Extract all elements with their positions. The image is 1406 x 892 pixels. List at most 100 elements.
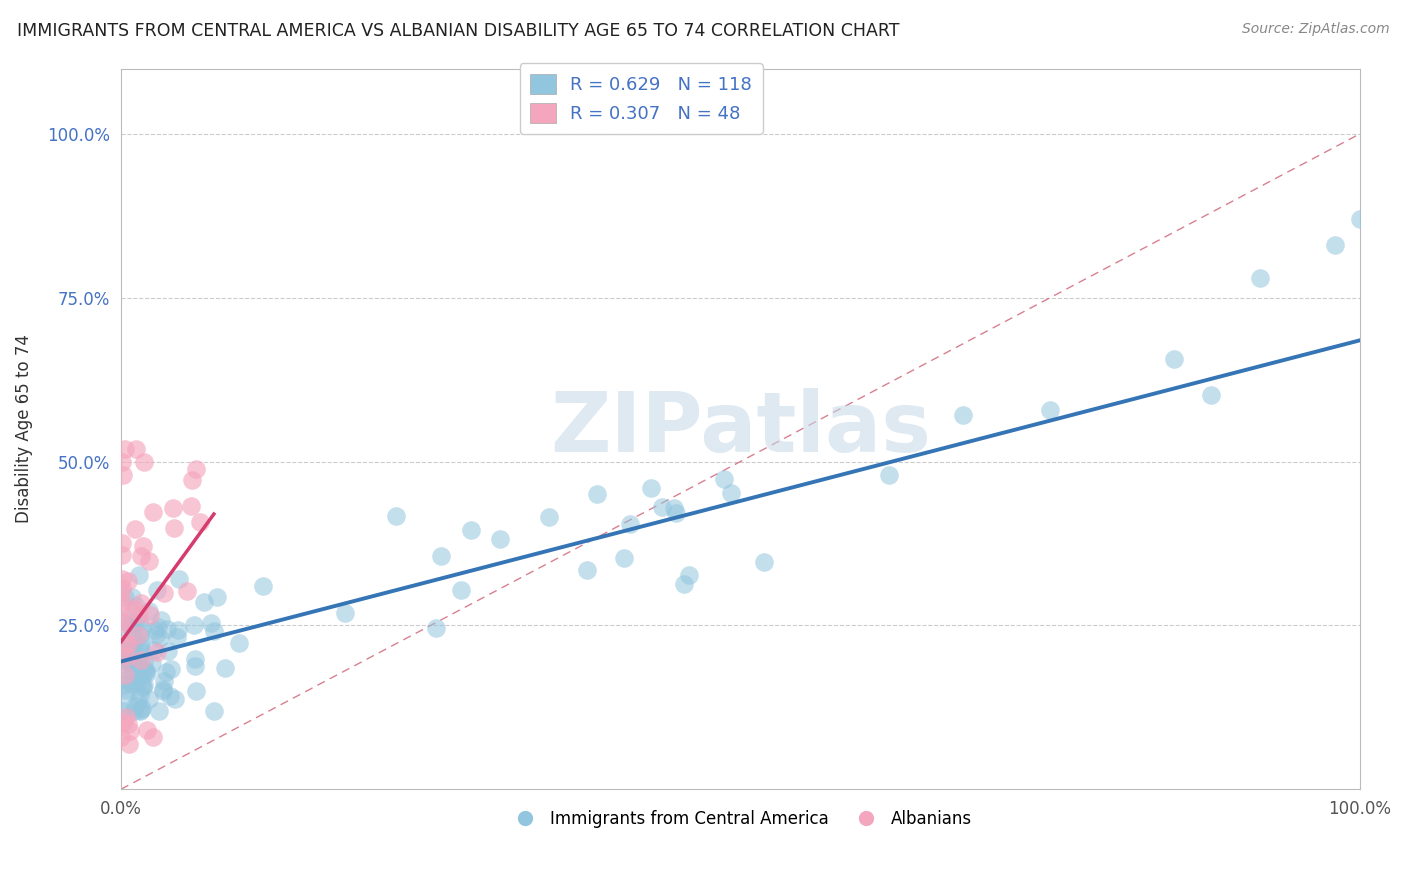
Point xyxy=(129,628,152,642)
Point xyxy=(145,628,167,642)
Point xyxy=(112,648,135,663)
Point xyxy=(115,710,138,724)
Point xyxy=(111,704,134,718)
Point xyxy=(184,462,207,476)
Point xyxy=(121,617,143,632)
Point xyxy=(460,523,482,537)
Point xyxy=(152,585,174,599)
Point xyxy=(202,624,225,638)
Point xyxy=(138,691,160,706)
Point xyxy=(135,664,157,678)
Point xyxy=(124,522,146,536)
Point xyxy=(207,590,229,604)
Point xyxy=(160,662,183,676)
Point xyxy=(112,653,135,667)
Point xyxy=(110,536,132,550)
Point xyxy=(115,687,138,701)
Point xyxy=(132,455,155,469)
Point xyxy=(117,650,139,665)
Point xyxy=(136,723,159,738)
Point xyxy=(752,555,775,569)
Point xyxy=(129,636,152,650)
Point xyxy=(111,595,134,609)
Point xyxy=(129,645,152,659)
Point xyxy=(877,468,900,483)
Point xyxy=(672,577,695,591)
Point xyxy=(111,714,134,729)
Point xyxy=(131,701,153,715)
Point xyxy=(124,704,146,718)
Legend: Immigrants from Central America, Albanians: Immigrants from Central America, Albania… xyxy=(502,804,979,835)
Point xyxy=(118,617,141,632)
Point xyxy=(128,639,150,653)
Y-axis label: Disability Age 65 to 74: Disability Age 65 to 74 xyxy=(15,334,32,524)
Point xyxy=(114,613,136,627)
Point xyxy=(124,633,146,648)
Point xyxy=(120,638,142,652)
Point xyxy=(132,678,155,692)
Point xyxy=(385,508,408,523)
Point xyxy=(651,500,673,515)
Point xyxy=(134,665,156,680)
Point xyxy=(122,644,145,658)
Point xyxy=(110,615,132,629)
Point xyxy=(118,737,141,751)
Point xyxy=(613,551,636,566)
Point xyxy=(156,644,179,658)
Point xyxy=(127,668,149,682)
Point xyxy=(132,656,155,670)
Point xyxy=(111,548,134,562)
Point xyxy=(129,704,152,718)
Point xyxy=(575,563,598,577)
Point xyxy=(124,698,146,713)
Point xyxy=(132,539,155,553)
Point xyxy=(121,665,143,679)
Point xyxy=(112,640,135,655)
Point xyxy=(127,655,149,669)
Point xyxy=(153,673,176,688)
Point xyxy=(159,690,181,704)
Point xyxy=(129,549,152,564)
Point xyxy=(125,599,148,614)
Point xyxy=(202,704,225,718)
Point xyxy=(146,645,169,659)
Point xyxy=(200,616,222,631)
Point xyxy=(152,684,174,698)
Point xyxy=(1348,212,1371,227)
Point xyxy=(149,613,172,627)
Point xyxy=(184,658,207,673)
Point xyxy=(143,642,166,657)
Point xyxy=(952,408,974,422)
Point xyxy=(425,621,447,635)
Point xyxy=(1249,271,1271,285)
Point xyxy=(114,442,136,456)
Point xyxy=(678,567,700,582)
Point xyxy=(142,730,165,744)
Point xyxy=(117,716,139,731)
Point xyxy=(138,604,160,618)
Point xyxy=(180,473,202,487)
Point xyxy=(149,631,172,645)
Point xyxy=(640,481,662,495)
Point xyxy=(131,678,153,692)
Point xyxy=(662,501,685,516)
Point xyxy=(129,653,152,667)
Point xyxy=(619,517,641,532)
Point xyxy=(146,620,169,634)
Point xyxy=(136,666,159,681)
Point xyxy=(112,678,135,692)
Point xyxy=(713,472,735,486)
Point xyxy=(155,665,177,679)
Point xyxy=(169,572,191,586)
Point xyxy=(665,507,688,521)
Point xyxy=(110,730,132,744)
Point xyxy=(117,637,139,651)
Point xyxy=(138,554,160,568)
Point xyxy=(114,591,136,605)
Point xyxy=(148,704,170,718)
Text: IMMIGRANTS FROM CENTRAL AMERICA VS ALBANIAN DISABILITY AGE 65 TO 74 CORRELATION : IMMIGRANTS FROM CENTRAL AMERICA VS ALBAN… xyxy=(17,22,900,40)
Point xyxy=(165,692,187,706)
Point xyxy=(127,695,149,709)
Point xyxy=(110,649,132,664)
Point xyxy=(118,651,141,665)
